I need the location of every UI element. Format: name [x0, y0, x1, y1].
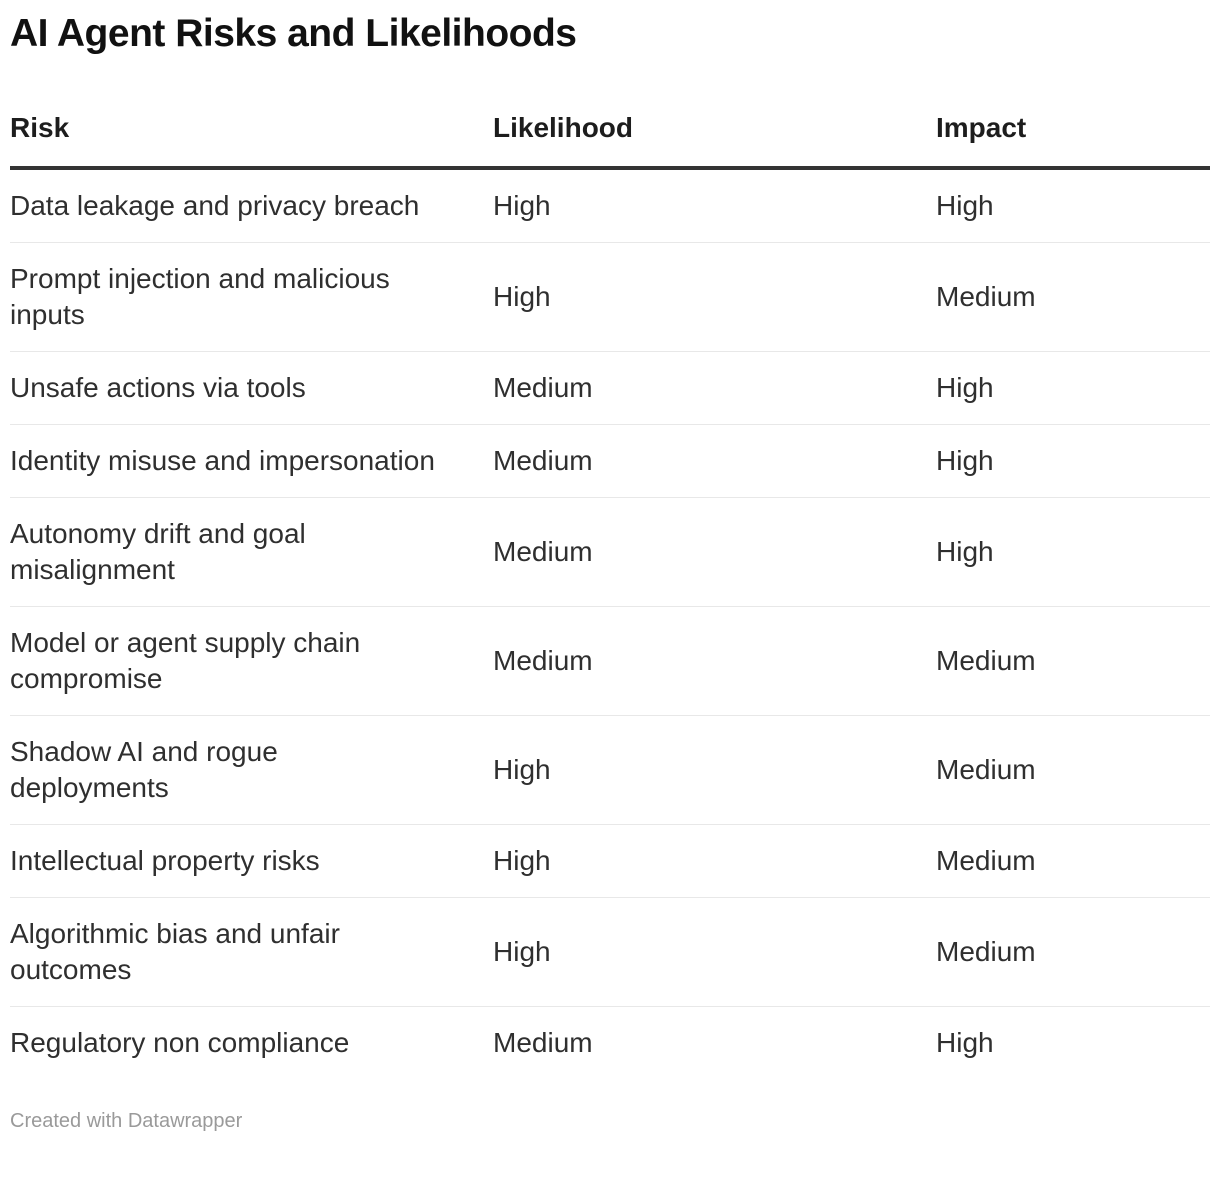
likelihood-cell: High — [493, 714, 936, 825]
likelihood-cell: Medium — [493, 1005, 936, 1079]
table-row: Identity misuse and impersonation Medium… — [10, 423, 1210, 498]
likelihood-cell: High — [493, 896, 936, 1007]
table-row: Shadow AI and rogue deployments High Med… — [10, 714, 1210, 825]
impact-cell: High — [936, 423, 1210, 498]
likelihood-cell: Medium — [493, 605, 936, 716]
likelihood-cell: Medium — [493, 496, 936, 607]
table-row: Algorithmic bias and unfair outcomes Hig… — [10, 896, 1210, 1007]
table-row: Data leakage and privacy breach High Hig… — [10, 168, 1210, 243]
attribution-link[interactable]: Created with Datawrapper — [10, 1109, 243, 1132]
risk-cell: Intellectual property risks — [10, 823, 493, 898]
impact-cell: Medium — [936, 241, 1210, 352]
impact-cell: High — [936, 1005, 1210, 1079]
risk-cell: Autonomy drift and goal misalignment — [10, 496, 493, 607]
risk-cell: Data leakage and privacy breach — [10, 189, 420, 221]
likelihood-cell: High — [493, 823, 936, 898]
risk-cell: Identity misuse and impersonation — [10, 423, 493, 498]
risk-cell: Algorithmic bias and unfair outcomes — [10, 896, 493, 1007]
impact-cell: Medium — [936, 823, 1210, 898]
table-row: Model or agent supply chain compromise M… — [10, 605, 1210, 716]
impact-cell: Medium — [936, 714, 1210, 825]
impact-cell: High — [936, 350, 1210, 425]
column-header-impact: Impact — [936, 110, 1210, 170]
likelihood-cell: Medium — [493, 350, 936, 425]
table-row: Regulatory non compliance Medium High — [10, 1005, 1210, 1079]
risk-cell: Prompt injection and malicious inputs — [10, 241, 493, 352]
risk-table: Risk Likelihood Impact Data leakage and … — [10, 110, 1210, 1079]
table-row: Prompt injection and malicious inputs Hi… — [10, 241, 1210, 352]
table-header-row: Risk Likelihood Impact — [10, 110, 1210, 170]
impact-cell: Medium — [936, 605, 1210, 716]
likelihood-cell: High — [493, 241, 936, 352]
impact-cell: High — [936, 496, 1210, 607]
risk-cell: Shadow AI and rogue deployments — [10, 714, 493, 825]
table-row: Autonomy drift and goal misalignment Med… — [10, 496, 1210, 607]
impact-cell: Medium — [936, 896, 1210, 1007]
likelihood-cell: High — [493, 189, 551, 221]
column-header-likelihood: Likelihood — [493, 110, 936, 170]
table-body: Data leakage and privacy breach High Hig… — [10, 168, 1210, 1079]
risk-cell: Model or agent supply chain compromise — [10, 605, 493, 716]
table-row: Unsafe actions via tools Medium High — [10, 350, 1210, 425]
impact-cell: High — [936, 189, 994, 221]
likelihood-cell: Medium — [493, 423, 936, 498]
risk-cell: Regulatory non compliance — [10, 1005, 493, 1079]
page-title: AI Agent Risks and Likelihoods — [10, 12, 577, 55]
column-header-risk: Risk — [10, 110, 493, 170]
table-header: Risk Likelihood Impact — [10, 110, 1210, 170]
risk-cell: Unsafe actions via tools — [10, 350, 493, 425]
table-row: Intellectual property risks High Medium — [10, 823, 1210, 898]
